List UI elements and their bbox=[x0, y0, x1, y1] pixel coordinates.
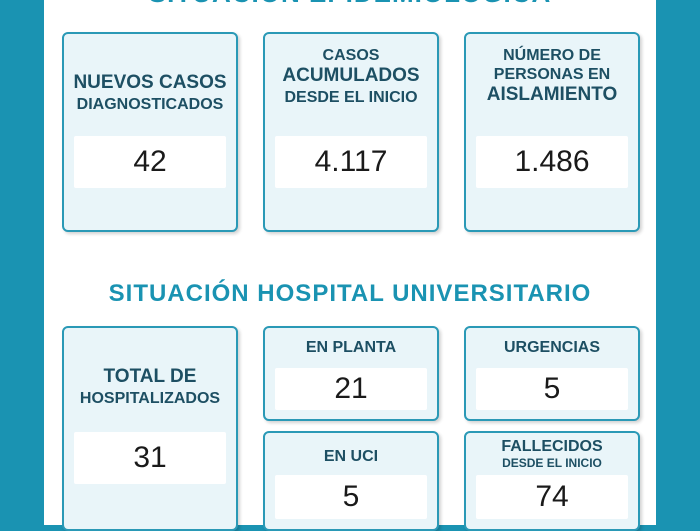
card-casos-acumulados: CASOS ACUMULADOS DESDE EL INICIO 4.117 bbox=[263, 32, 439, 232]
card-total-hospitalizados: TOTAL DE HOSPITALIZADOS 31 bbox=[62, 326, 238, 531]
value-en-planta: 21 bbox=[275, 368, 427, 410]
card-label: EN UCI bbox=[323, 448, 379, 465]
section-title-hospital: SITUACIÓN HOSPITAL UNIVERSITARIO bbox=[108, 280, 592, 307]
card-aislamiento: NÚMERO DE PERSONAS EN AISLAMIENTO 1.486 bbox=[464, 32, 640, 232]
value-casos-acumulados: 4.117 bbox=[275, 136, 427, 188]
value-en-uci: 5 bbox=[275, 475, 427, 519]
value-total-hospitalizados: 31 bbox=[74, 432, 226, 484]
card-nuevos-casos: NUEVOS CASOS DIAGNOSTICADOS 42 bbox=[62, 32, 238, 232]
label-line: TOTAL DE bbox=[103, 366, 197, 387]
card-label: CASOS ACUMULADOS DESDE EL INICIO bbox=[265, 46, 437, 107]
card-label: NUEVOS CASOS DIAGNOSTICADOS bbox=[64, 72, 236, 114]
label-line: DESDE EL INICIO bbox=[284, 88, 418, 106]
label-line: CASOS bbox=[322, 47, 380, 64]
label-line: NUEVOS CASOS bbox=[73, 72, 227, 93]
card-label: FALLECIDOS DESDE EL INICIO bbox=[466, 437, 638, 471]
value-fallecidos: 74 bbox=[476, 475, 628, 519]
card-label: TOTAL DE HOSPITALIZADOS bbox=[64, 366, 236, 408]
card-label: EN PLANTA bbox=[305, 339, 397, 356]
label-line: FALLECIDOS bbox=[501, 438, 603, 455]
label-line: NÚMERO DE bbox=[503, 47, 601, 64]
section-title-epidemiologica: SITUACIÓN EPIDEMIOLÓGICA bbox=[0, 0, 700, 9]
card-en-planta: EN PLANTA 21 bbox=[263, 326, 439, 421]
card-urgencias: URGENCIAS 5 bbox=[464, 326, 640, 421]
value-urgencias: 5 bbox=[476, 368, 628, 410]
card-label: URGENCIAS bbox=[503, 339, 600, 356]
card-label: NÚMERO DE PERSONAS EN AISLAMIENTO bbox=[466, 46, 638, 107]
card-en-uci: EN UCI 5 bbox=[263, 431, 439, 531]
label-line: DESDE EL INICIO bbox=[502, 456, 602, 471]
label-line: PERSONAS EN bbox=[493, 66, 611, 84]
label-line: ACUMULADOS bbox=[282, 65, 420, 87]
card-fallecidos: FALLECIDOS DESDE EL INICIO 74 bbox=[464, 431, 640, 531]
value-aislamiento: 1.486 bbox=[476, 136, 628, 188]
value-nuevos-casos: 42 bbox=[74, 136, 226, 188]
label-line: DIAGNOSTICADOS bbox=[76, 95, 224, 113]
label-line: AISLAMIENTO bbox=[486, 84, 618, 106]
label-line: HOSPITALIZADOS bbox=[79, 389, 221, 407]
